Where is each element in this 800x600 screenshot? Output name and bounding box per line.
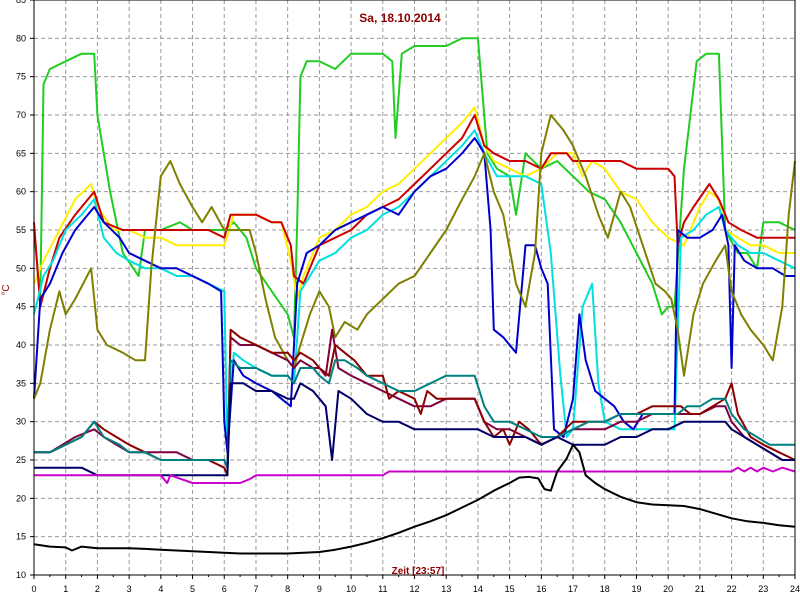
y-tick-label: 30 bbox=[16, 417, 26, 427]
y-tick-label: 80 bbox=[16, 33, 26, 43]
y-tick-label: 50 bbox=[16, 263, 26, 273]
y-tick-label: 65 bbox=[16, 148, 26, 158]
x-tick-label: 3 bbox=[127, 584, 132, 594]
y-tick-label: 20 bbox=[16, 493, 26, 503]
x-tick-label: 0 bbox=[31, 584, 36, 594]
x-tick-label: 2 bbox=[95, 584, 100, 594]
y-tick-label: 40 bbox=[16, 340, 26, 350]
y-tick-label: 10 bbox=[16, 570, 26, 580]
x-tick-label: 14 bbox=[473, 584, 483, 594]
y-tick-label: 25 bbox=[16, 455, 26, 465]
x-tick-label: 15 bbox=[505, 584, 515, 594]
series-line-6 bbox=[33, 114, 796, 400]
x-tick-label: 1 bbox=[63, 584, 68, 594]
y-tick-label: 85 bbox=[16, 0, 26, 5]
series-line-3 bbox=[33, 114, 795, 308]
x-tick-label: 13 bbox=[441, 584, 451, 594]
series-line-9 bbox=[34, 359, 795, 469]
series-line-10 bbox=[34, 382, 795, 477]
x-tick-label: 24 bbox=[790, 584, 800, 594]
y-axis-title: °C bbox=[1, 284, 12, 295]
y-tick-label: 75 bbox=[16, 72, 26, 82]
y-tick-label: 55 bbox=[16, 225, 26, 235]
x-tick-label: 11 bbox=[378, 584, 387, 594]
x-tick-label: 7 bbox=[253, 584, 258, 594]
series-line-11 bbox=[34, 466, 796, 484]
x-tick-label: 19 bbox=[631, 584, 641, 594]
x-tick-label: 4 bbox=[158, 584, 163, 594]
x-tick-label: 22 bbox=[727, 584, 737, 594]
x-tick-label: 23 bbox=[758, 584, 768, 594]
y-tick-label: 70 bbox=[16, 110, 26, 120]
x-tick-label: 10 bbox=[346, 584, 356, 594]
series-line-5 bbox=[33, 137, 795, 454]
series-layer bbox=[33, 37, 796, 555]
y-tick-label: 15 bbox=[16, 532, 26, 542]
axis-layer: 0 1 2 3 4 5 6 7 8 9 10 11 12 13 14 15 16 17 18 19 20 21 22 23 24… bbox=[16, 0, 800, 594]
x-tick-label: 5 bbox=[190, 584, 195, 594]
y-tick-label: 60 bbox=[16, 187, 26, 197]
grid-layer bbox=[34, 0, 795, 575]
series-line-4 bbox=[33, 129, 796, 454]
chart-title: Sa, 18.10.2014 bbox=[359, 11, 441, 25]
x-axis-title: Zeit [23:57] bbox=[392, 566, 445, 577]
x-tick-label: 16 bbox=[536, 584, 546, 594]
series-line-12 bbox=[33, 443, 796, 555]
x-tick-label: 18 bbox=[600, 584, 610, 594]
x-tick-label: 9 bbox=[317, 584, 322, 594]
x-tick-label: 20 bbox=[663, 584, 673, 594]
x-tick-label: 17 bbox=[568, 584, 578, 594]
y-tick-label: 45 bbox=[16, 302, 26, 312]
y-tick-label: 35 bbox=[16, 378, 26, 388]
x-tick-label: 12 bbox=[409, 584, 419, 594]
x-tick-label: 21 bbox=[695, 584, 705, 594]
x-tick-label: 8 bbox=[285, 584, 290, 594]
x-tick-label: 6 bbox=[222, 584, 227, 594]
